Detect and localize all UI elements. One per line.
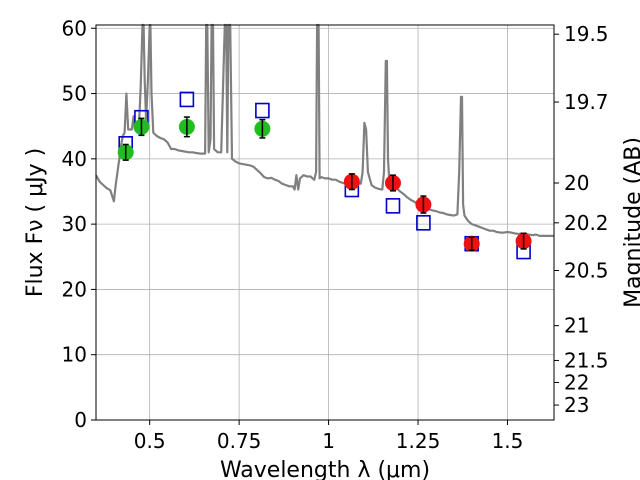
x-tick-label: 1.5 (492, 429, 524, 453)
spectrum-layer (95, 23, 554, 237)
right-tick-label: 23 (564, 393, 589, 417)
right-tick-label: 20.2 (564, 211, 609, 235)
y-tick-label: 60 (62, 16, 87, 40)
right-tick-label: 21 (564, 314, 589, 338)
model-square-marker (255, 102, 270, 119)
x-tick-label: 0.75 (217, 429, 262, 453)
x-axis-label: Wavelength λ (μm) (220, 458, 430, 480)
right-tick-label: 20.5 (564, 258, 609, 282)
photometry-points (117, 116, 532, 252)
y-tick-label: 50 (62, 82, 87, 106)
y-tick-label: 20 (62, 277, 87, 301)
model-square-marker (385, 198, 401, 214)
spectrum-line (95, 23, 554, 237)
right-tick-label: 22 (564, 370, 589, 394)
model-square-marker (416, 215, 431, 231)
right-axis-label: Magnitude (AB) (621, 137, 640, 308)
x-tick-label: 1 (322, 429, 335, 453)
right-tick-label: 21.5 (564, 348, 609, 372)
model-square-marker (179, 91, 195, 108)
y-axis-label: Flux Fν ( μJy ) (23, 148, 48, 297)
y-tick-label: 40 (62, 147, 87, 171)
y-tick-label: 10 (62, 343, 87, 367)
right-tick-label: 19.5 (564, 22, 609, 46)
x-tick-label: 0.5 (134, 429, 166, 453)
right-tick-label: 20 (564, 171, 589, 195)
x-tick-label: 1.25 (396, 429, 441, 453)
y-ticks: 0 10 20 30 40 50 60 (62, 16, 96, 432)
model-squares (118, 91, 531, 260)
grid (96, 25, 554, 421)
plot-frame (95, 24, 555, 421)
y-tick-label: 30 (62, 212, 87, 236)
x-ticks: 0.5 0.75 1 1.25 1.5 (134, 420, 524, 453)
right-tick-label: 19.7 (564, 90, 609, 114)
y-tick-label: 0 (74, 408, 87, 432)
